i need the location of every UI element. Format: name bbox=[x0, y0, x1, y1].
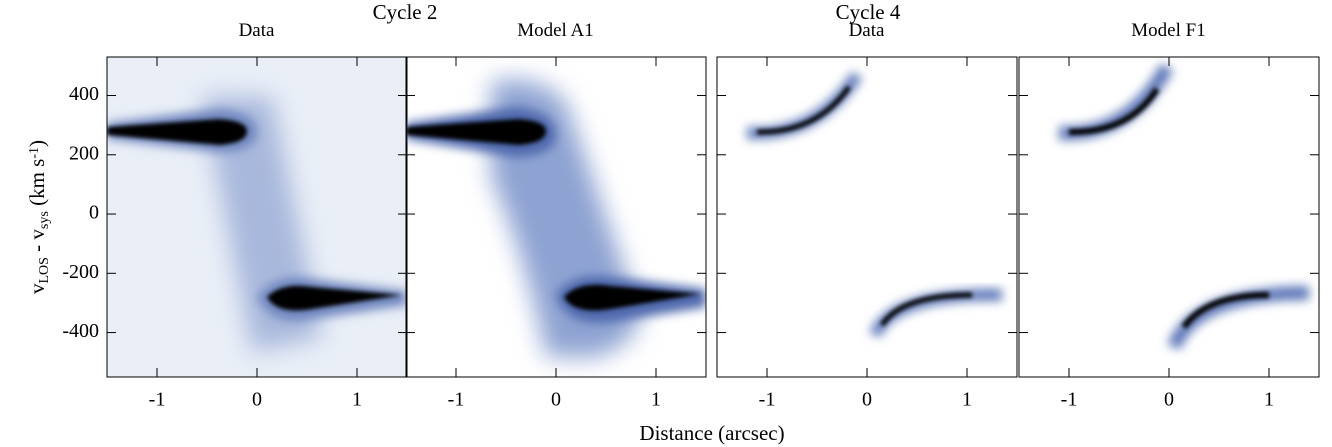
panel: -1 0 1 bbox=[405, 56, 707, 411]
panel: -1 0 1 bbox=[716, 56, 1018, 411]
x-tick-label: 1 bbox=[352, 389, 362, 411]
y-tick-label: 400 bbox=[69, 83, 99, 105]
x-tick-label: 0 bbox=[862, 389, 872, 411]
axes-frame bbox=[716, 56, 1018, 378]
y-label-part: - v bbox=[25, 229, 49, 257]
intensity-blob bbox=[879, 292, 973, 327]
x-tick-label: -1 bbox=[759, 389, 776, 411]
panel-title: Data bbox=[239, 20, 275, 41]
y-label-part: v bbox=[25, 283, 49, 294]
intensity-blob bbox=[107, 119, 247, 145]
intensity-blob bbox=[564, 284, 701, 311]
cycle-title: Cycle 4 bbox=[836, 0, 901, 24]
intensity-blob bbox=[756, 85, 852, 135]
y-tick-label: 0 bbox=[89, 202, 99, 224]
x-tick-label: 0 bbox=[1164, 389, 1174, 411]
panel-title: Data bbox=[849, 20, 885, 41]
x-tick-label: -1 bbox=[1061, 389, 1078, 411]
x-tick-label: -1 bbox=[448, 389, 465, 411]
heatmap bbox=[1058, 63, 1310, 357]
y-axis-label: vLOS - vsys (km s-1) bbox=[25, 140, 52, 294]
y-tick-label: -400 bbox=[62, 320, 99, 342]
intensity-blob bbox=[267, 285, 402, 311]
y-label-part: LOS bbox=[37, 257, 52, 283]
x-tick-label: 0 bbox=[551, 389, 561, 411]
heatmap bbox=[107, 57, 407, 377]
panel: -1 0 1 bbox=[1018, 56, 1320, 411]
x-tick-label: 1 bbox=[651, 389, 661, 411]
cycle-title: Cycle 2 bbox=[373, 0, 438, 24]
intensity-blob bbox=[406, 119, 546, 145]
y-label-part: -1 bbox=[27, 147, 42, 159]
x-axis-label: Distance (arcsec) bbox=[639, 421, 784, 445]
panel-title: Model F1 bbox=[1131, 20, 1205, 41]
y-label-part: ) bbox=[25, 140, 49, 147]
intensity-blob bbox=[1167, 286, 1310, 350]
x-tick-label: 1 bbox=[1264, 389, 1274, 411]
heatmap bbox=[746, 71, 1003, 338]
y-label-part: (km s bbox=[25, 159, 49, 212]
x-tick-label: 0 bbox=[252, 389, 262, 411]
panel: -1 0 1 -400 -200 0 200 400 bbox=[62, 56, 408, 411]
intensity-blob bbox=[1068, 87, 1160, 136]
y-tick-label: -200 bbox=[62, 261, 99, 283]
x-tick-label: -1 bbox=[149, 389, 166, 411]
intensity-blob bbox=[1181, 292, 1270, 329]
x-tick-label: 1 bbox=[962, 389, 972, 411]
panel-title: Model A1 bbox=[517, 20, 594, 41]
heatmap bbox=[406, 79, 706, 357]
y-tick-label: 200 bbox=[69, 142, 99, 164]
y-label-part: sys bbox=[37, 211, 52, 229]
